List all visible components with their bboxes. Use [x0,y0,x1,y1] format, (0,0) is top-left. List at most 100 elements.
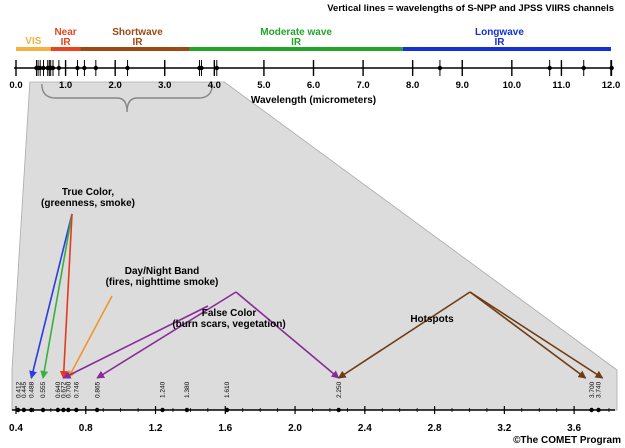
header-note: Vertical lines = wavelengths of S-NPP an… [327,3,614,14]
bottom-tick-label: 1.6 [218,423,232,434]
top-channel-dot [125,65,130,71]
annotation-hotspots: Hotspots [410,314,454,325]
band-bar-moderate-wave-ir [189,47,403,51]
bottom-channel-dot [184,407,190,413]
arrow-false-color [62,305,209,379]
top-tick-label: 1.0 [59,80,72,91]
bottom-channel-label: 0.700 [66,381,73,398]
annotation-line: (fires, nighttime smoke) [106,277,219,288]
bottom-tick-label: 3.6 [567,423,581,434]
annotation-line: Hotspots [410,314,454,325]
bottom-tick-label: 2.8 [428,423,442,434]
bottom-channel-dot [21,407,27,413]
bottom-channel-label: 1.610 [224,381,231,398]
top-channel-dot [75,65,80,71]
top-channel-dot [41,65,46,71]
top-tick-label: 5.0 [257,80,270,91]
bottom-channel-label: 0.672 [61,381,68,398]
arrow-hotspots [469,291,604,379]
bottom-channel-dot [596,407,601,413]
band-label-line: VIS [25,36,41,47]
arrow-hotspots [337,291,471,379]
top-channel-dot [437,65,443,71]
top-tick-label: 3.0 [158,80,171,91]
top-channel-dot [93,65,99,71]
bottom-channel-label: 0.445 [21,381,28,398]
arrow-hotspots [469,291,587,379]
band-label: Shortwave IR [112,27,163,48]
top-tick-label: 9.0 [456,80,469,91]
bottom-channel-label: 1.240 [160,381,167,398]
arrow-day-night-band [67,295,113,379]
bottom-channel-dot [29,407,34,413]
band-label-line: IR [132,37,143,48]
annotation-line: True Color, [62,187,114,198]
bottom-channel-label: 2.250 [336,381,343,398]
band-label: Near IR [54,27,76,48]
arrow-false-color [96,291,237,379]
top-channel-dot [82,65,87,71]
bottom-channel-dot [40,407,46,413]
band-label-line: IR [61,37,72,48]
band-bar-near-ir [50,47,81,51]
band-bar-vis [16,47,51,51]
bottom-channel-label: 0.412 [15,381,22,398]
top-channel-dot [199,65,204,71]
bottom-channel-label: 0.865 [94,381,101,398]
arrow-false-color [235,291,340,379]
arrow-true-color [29,213,73,379]
top-tick-label: 12.0 [602,80,621,91]
bottom-tick-label: 0.4 [9,423,23,434]
top-channel-dot [581,65,586,71]
bottom-channel-label: 3.740 [596,381,603,398]
bottom-channel-label: 3.700 [589,381,596,398]
bottom-channel-dot [160,407,165,413]
bottom-channel-label: 1.380 [184,381,191,398]
top-channel-dot [37,65,43,71]
band-label-line: Near [54,27,76,38]
bottom-channel-label: 0.555 [40,381,47,398]
annotation-true-color: True Color, (greenness, smoke) [41,187,135,209]
bottom-tick-label: 3.2 [497,423,511,434]
top-channel-dot [609,65,614,71]
bottom-channel-dot [224,407,230,413]
bottom-channel-dot [55,407,61,413]
annotation-false-color: False Color (burn scars, vegetation) [172,308,285,330]
top-channel-dot [50,65,56,71]
bottom-channel-dot [66,407,71,413]
band-label: VIS [25,36,41,47]
top-axis-label: Wavelength (micrometers) [251,95,376,106]
arrow-true-color [59,213,73,379]
bottom-channel-dot [94,407,100,413]
credit: ©The COMET Program [513,435,621,446]
top-channel-dot [547,65,552,71]
bottom-channel-dot [61,407,66,413]
top-tick-label: 4.0 [208,80,221,91]
arrow-true-color [40,213,73,379]
band-bar-shortwave-ir [80,47,190,51]
band-label-line: Longwave [475,27,524,38]
annotation-line: Day/Night Band [125,266,199,277]
top-tick-label: 6.0 [307,80,320,91]
band-label: Moderate wave IR [260,27,332,48]
band-label: Longwave IR [475,27,524,48]
annotation-line: (burn scars, vegetation) [172,319,285,330]
bottom-tick-label: 0.8 [79,423,93,434]
zoom-wedge [11,81,618,411]
band-label-line: IR [494,37,505,48]
band-label-line: Shortwave [112,27,163,38]
top-tick-label: 0.0 [9,80,22,91]
bottom-channel-dot [15,407,21,413]
annotation-line: (greenness, smoke) [41,198,135,209]
band-label-line: IR [291,37,302,48]
zoom-brace [41,83,214,113]
top-tick-label: 10.0 [503,80,522,91]
annotation-line: False Color [202,308,257,319]
annotation-day-night-band: Day/Night Band (fires, nighttime smoke) [106,266,219,288]
bottom-channel-dot [74,407,79,413]
top-channel-dot [56,65,62,71]
bottom-tick-label: 2.0 [288,423,302,434]
bottom-channel-label: 0.640 [55,381,62,398]
band-label-line: Moderate wave [260,27,332,38]
